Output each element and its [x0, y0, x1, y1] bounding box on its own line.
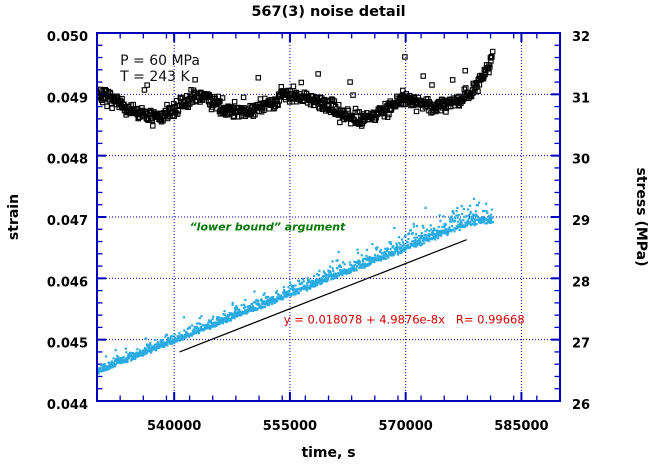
y-left-tick-label: 0.049	[47, 91, 88, 106]
tick-labels: 0.044 0.045 0.046 0.047 0.048 0.049 0.050 26 27 2…	[47, 30, 590, 434]
y-left-tick-label: 0.044	[47, 398, 88, 413]
annotation-fit-equation: y = 0.018078 + 4.9876e-8x R= 0.99668	[283, 312, 525, 327]
stress-series	[97, 48, 496, 129]
annotation-pressure: P = 60 MPa	[120, 52, 200, 69]
y-right-tick-label: 30	[572, 153, 590, 168]
y-left-tick-label: 0.046	[47, 275, 88, 290]
x-tick-label: 570000	[379, 419, 433, 434]
annotation-lower-bound: “lower bound” argument	[189, 220, 346, 234]
x-tick-label: 555000	[263, 419, 317, 434]
x-tick-label: 585000	[494, 419, 548, 434]
y-right-tick-label: 28	[572, 275, 590, 290]
strain-series	[97, 197, 494, 375]
y-left-tick-label: 0.048	[47, 153, 88, 168]
left-axis-title: strain	[6, 193, 22, 241]
x-tick-label: 540000	[147, 419, 201, 434]
y-right-tick-label: 29	[572, 214, 590, 229]
plot-frame	[96, 32, 561, 402]
right-axis-title: stress (MPa)	[633, 167, 649, 267]
y-right-tick-label: 32	[572, 30, 590, 45]
x-axis-title: time, s	[301, 445, 356, 461]
annotation-temperature: T = 243 K	[120, 69, 190, 86]
y-right-tick-label: 26	[572, 398, 590, 413]
y-left-tick-label: 0.045	[47, 337, 88, 352]
y-left-tick-label: 0.047	[47, 214, 88, 229]
y-right-tick-label: 31	[572, 91, 590, 106]
y-left-tick-label: 0.050	[47, 30, 88, 45]
fit-line	[179, 239, 467, 353]
y-right-tick-label: 27	[572, 337, 590, 352]
chart-title: 567(3) noise detail	[251, 4, 406, 20]
